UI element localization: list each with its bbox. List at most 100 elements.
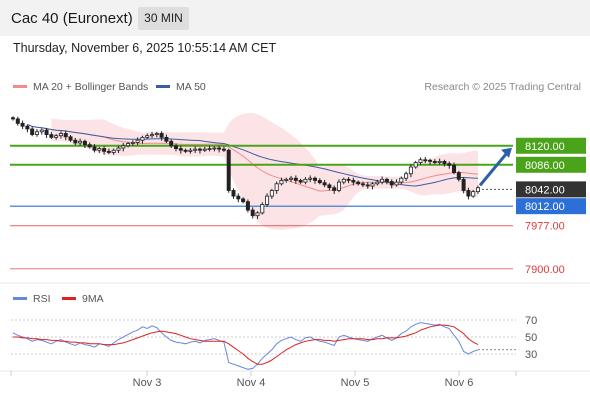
candle-body xyxy=(389,181,394,186)
rsi-ma-legend-swatch xyxy=(62,297,76,300)
candle-body xyxy=(437,161,442,163)
x-axis: Nov 3 Nov 4 Nov 5 Nov 6 xyxy=(133,371,474,389)
candlesticks xyxy=(10,116,480,220)
candle-body xyxy=(135,139,140,143)
candle-body xyxy=(356,181,361,185)
candle-body xyxy=(471,191,476,197)
candle-body xyxy=(116,147,121,151)
candle-body xyxy=(68,136,73,141)
candle-body xyxy=(394,181,399,186)
candle-body xyxy=(298,180,303,183)
candle-body xyxy=(452,164,457,174)
projection-arrow-head xyxy=(501,147,512,158)
bollinger-band-area xyxy=(51,113,479,230)
candle-body xyxy=(365,184,370,187)
ma50-legend-label: MA 50 xyxy=(176,81,206,93)
candle-body xyxy=(384,178,389,182)
candle-body xyxy=(375,181,380,185)
candle-body xyxy=(87,144,92,148)
candle-body xyxy=(39,129,44,133)
candle-body xyxy=(231,190,236,197)
candle-body xyxy=(380,178,385,183)
x-tick-label: Nov 3 xyxy=(133,377,162,389)
candle-body xyxy=(351,180,356,183)
candle-body xyxy=(159,133,164,138)
timeframe-badge[interactable]: 30 MIN xyxy=(138,7,189,30)
candle-body xyxy=(279,180,284,185)
candle-body xyxy=(154,133,159,135)
resistance-label-bg-1 xyxy=(516,156,586,173)
candle-body xyxy=(10,117,15,120)
rsi-tick-label-50: 50 xyxy=(525,332,537,344)
candle-body xyxy=(308,177,313,180)
candle-body xyxy=(102,148,107,152)
candle-body xyxy=(341,178,346,183)
projection-arrow xyxy=(478,147,512,187)
ma20-legend-swatch xyxy=(13,85,27,88)
candle-body xyxy=(255,212,260,217)
candle-body xyxy=(150,134,155,137)
candle-body xyxy=(442,161,447,165)
candle-body xyxy=(169,140,174,147)
candle-body xyxy=(183,149,188,152)
candle-body xyxy=(140,136,145,141)
candle-body xyxy=(418,159,423,163)
candle-body xyxy=(78,140,83,144)
candle-body xyxy=(25,125,30,130)
copyright-label: Research © 2025 Trading Central xyxy=(424,81,581,93)
candle-body xyxy=(313,177,318,181)
candle-body xyxy=(317,180,322,184)
pivot-label: 8012.00 xyxy=(525,201,565,213)
candle-body xyxy=(456,172,461,180)
candle-body xyxy=(63,133,68,138)
pivot-label-bg xyxy=(516,198,586,215)
candle-body xyxy=(475,187,480,193)
candle-body xyxy=(265,195,270,205)
candle-body xyxy=(58,133,63,137)
rsi-legend-label: RSI xyxy=(33,293,51,305)
support-label-5: 7900.00 xyxy=(525,264,565,276)
ma50-legend-swatch xyxy=(156,85,170,88)
candle-body xyxy=(217,147,222,150)
candle-body xyxy=(207,148,212,150)
candle-body xyxy=(404,173,409,179)
support-label-4: 7977.00 xyxy=(525,221,565,233)
candle-body xyxy=(30,128,35,135)
candle-body xyxy=(73,139,78,144)
candle-body xyxy=(49,134,54,138)
chart-canvas: MA 20 + Bollinger Bands MA 50 Research ©… xyxy=(0,81,590,389)
candle-body xyxy=(245,201,250,211)
candle-body xyxy=(399,177,404,183)
resistance-label-0: 8120.00 xyxy=(525,141,565,153)
candle-body xyxy=(44,129,49,135)
candle-body xyxy=(260,204,265,214)
candle-body xyxy=(284,178,289,181)
candle-body xyxy=(423,159,428,162)
candle-body xyxy=(413,162,418,168)
price-legend: MA 20 + Bollinger Bands MA 50 xyxy=(13,81,206,93)
last-price-label-bg xyxy=(516,181,586,198)
candle-body xyxy=(54,135,59,138)
candle-body xyxy=(289,177,294,180)
rsi-legend-swatch xyxy=(13,297,27,300)
candle-body xyxy=(106,150,111,153)
projection-arrow-shaft xyxy=(478,150,510,187)
ma50-line xyxy=(27,123,479,187)
candle-body xyxy=(241,198,246,203)
candle-body xyxy=(327,184,332,189)
instrument-title: Cac 40 (Euronext) xyxy=(11,10,133,27)
bollinger-bands xyxy=(51,113,479,230)
last-price-label: 8042.00 xyxy=(525,184,565,196)
candle-body xyxy=(269,190,274,197)
candle-body xyxy=(346,178,351,181)
candle-body xyxy=(15,118,20,124)
candle-body xyxy=(145,135,150,138)
candle-body xyxy=(82,140,87,146)
candle-body xyxy=(92,146,97,151)
ma50-path xyxy=(27,123,479,187)
resistance-label-bg-0 xyxy=(516,137,586,154)
x-tick-label: Nov 6 xyxy=(445,377,474,389)
candle-body xyxy=(34,131,39,135)
candle-body xyxy=(250,209,255,217)
candle-body xyxy=(97,148,102,151)
